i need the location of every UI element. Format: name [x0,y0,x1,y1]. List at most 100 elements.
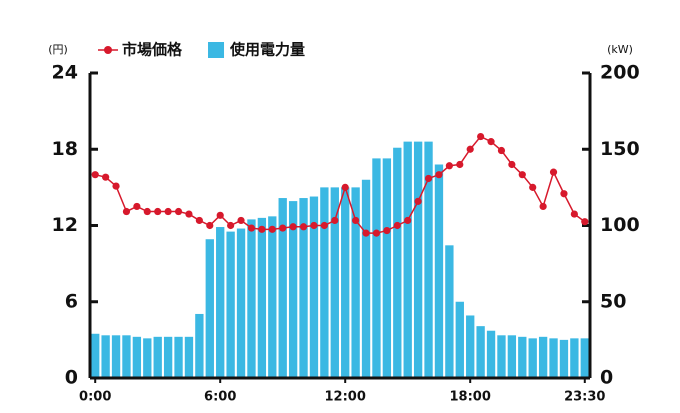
line-marker [372,229,381,237]
line-marker [466,145,474,153]
bar [466,315,475,378]
line-marker [497,146,506,155]
y2-axis-unit: (kW) [607,43,633,56]
x-tick-label: 6:00 [204,390,236,405]
bar [330,187,339,378]
line-marker [539,202,547,211]
bar [497,335,506,378]
line-marker [362,229,370,237]
line-marker [279,224,287,232]
line-marker [174,207,183,216]
line-marker [320,221,328,230]
bar [111,335,121,378]
bar [455,301,464,378]
line-marker [247,224,256,232]
y2-tick-label: 200 [600,62,640,84]
bar [122,335,131,378]
line-marker [570,210,578,218]
bar [341,187,350,378]
line-marker [404,216,412,225]
bar [538,336,548,378]
line-marker [331,216,339,225]
line-marker [122,207,131,216]
legend-label: 市場価格 [122,41,183,59]
line-marker [393,221,401,230]
bar [351,187,360,378]
bar [132,336,142,378]
y-tick-label: 18 [52,138,78,160]
bar [518,336,527,378]
line-marker [508,160,516,169]
line-marker [477,132,485,141]
x-tick-label: 12:00 [325,390,366,405]
bar [403,141,412,378]
bar [559,339,569,378]
line-marker [164,207,172,216]
y2-tick-label: 100 [600,214,640,236]
line-marker [258,225,266,233]
line-marker [445,162,453,170]
line-marker [352,216,360,225]
line-marker [435,171,443,179]
line-marker [216,211,224,219]
bar [174,336,183,378]
line-marker [195,216,203,225]
bar [309,196,319,378]
y2-tick-label: 0 [600,367,613,389]
line-marker [91,171,99,179]
bar [153,336,162,378]
bar [205,239,214,378]
line-marker [456,160,464,169]
y2-tick-label: 150 [600,138,640,160]
line-marker [383,226,391,235]
line-marker [560,190,568,198]
line-marker [102,173,110,181]
bar [320,187,329,378]
line [95,135,586,234]
line-marker [299,223,308,231]
bar [549,338,558,378]
bar [288,201,298,378]
bar [486,330,496,378]
line-marker [549,168,558,176]
line-marker [487,138,495,146]
y2-tick-label: 50 [600,290,626,312]
bar [424,141,433,378]
line-marker [289,223,297,231]
line-marker [518,171,526,179]
bar [382,158,392,378]
bar [393,147,402,378]
bar [226,231,235,378]
bar [184,336,194,378]
bar [247,219,256,378]
line-marker [112,182,120,190]
bar [361,179,371,378]
y-tick-label: 24 [52,62,78,84]
bar [268,216,277,378]
bar [528,338,537,378]
bar [163,336,173,378]
bar [580,338,589,378]
bar [570,338,579,378]
y-tick-label: 0 [65,367,78,389]
line-marker [154,207,162,216]
y-tick-label: 6 [65,290,78,312]
legend-swatch [104,46,112,54]
x-tick-label: 18:00 [450,390,491,405]
line-marker [581,218,589,226]
line-marker [206,221,214,230]
y-tick-label: 12 [52,214,78,236]
legend-label: 使用電力量 [229,41,305,59]
line-marker [143,207,151,216]
bar [299,198,308,378]
bar [257,217,267,378]
line-marker [133,202,141,211]
bar [445,245,454,378]
line-marker [185,210,193,218]
bar [236,228,246,378]
line-marker [268,225,276,233]
bar [434,164,444,378]
line-marker [414,197,422,205]
bar [195,313,204,378]
x-tick-label: 0:00 [79,390,111,405]
